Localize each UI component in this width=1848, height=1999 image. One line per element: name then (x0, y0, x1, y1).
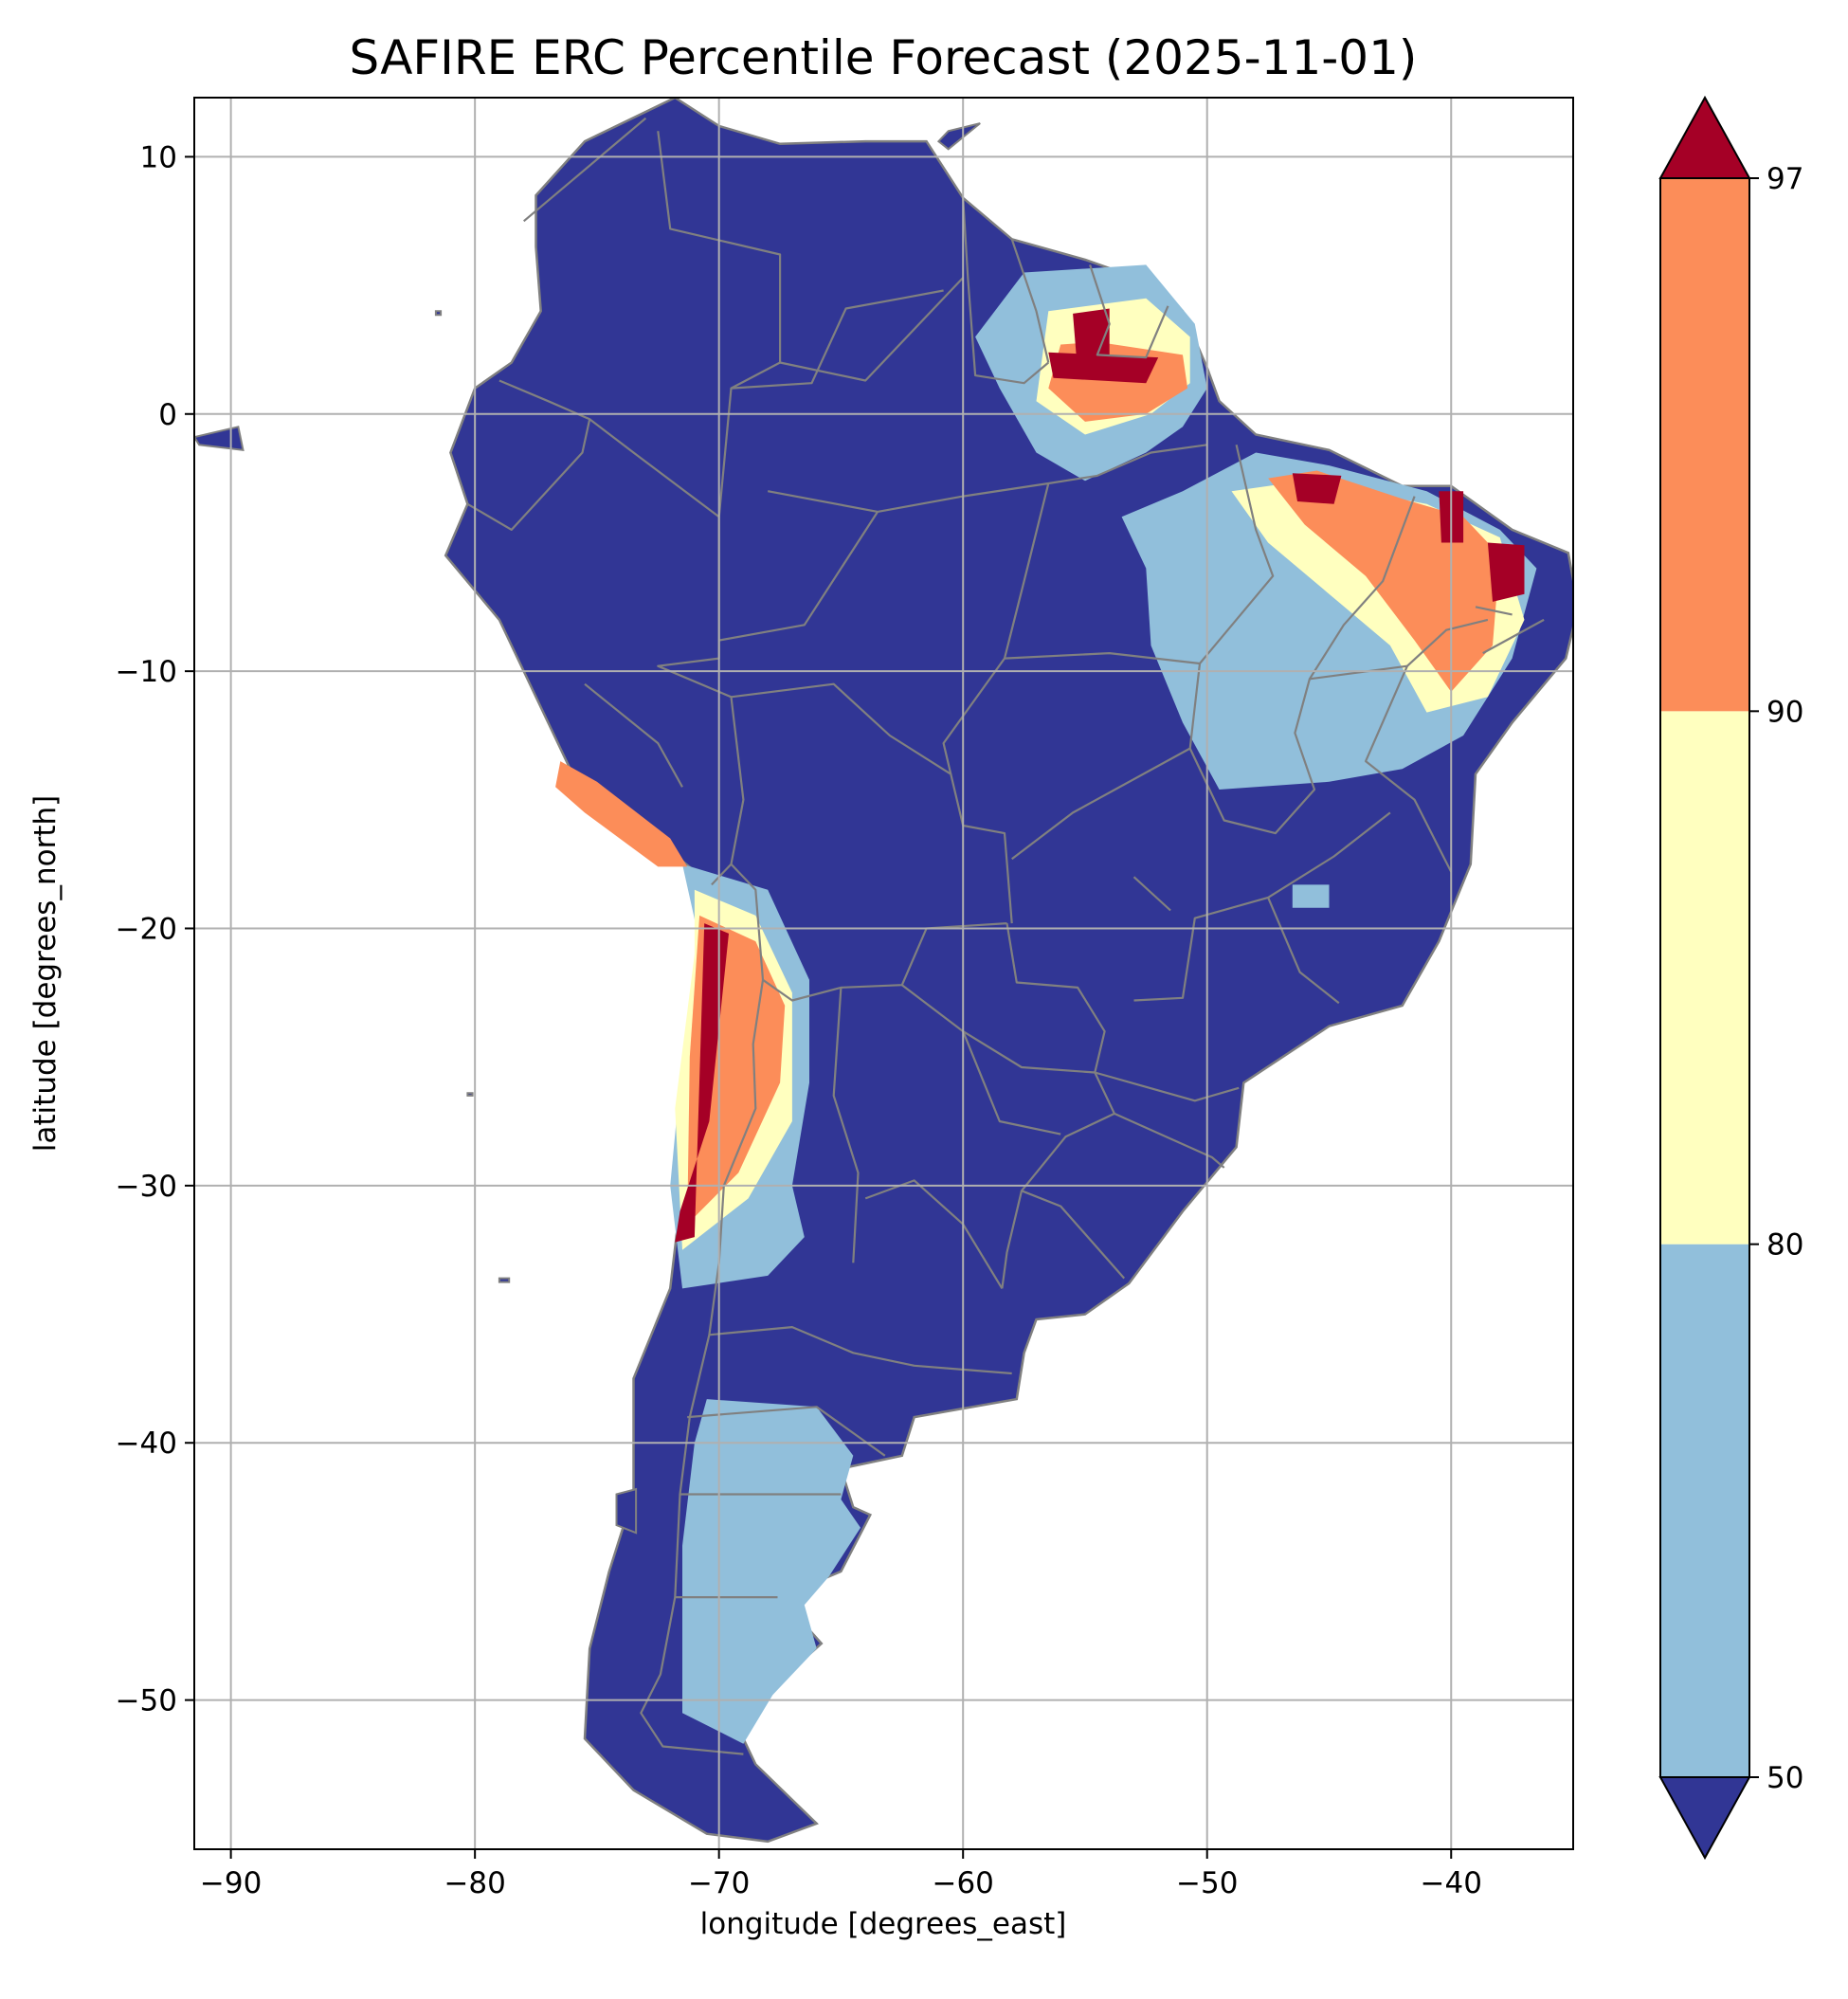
border-line-36 (718, 511, 879, 642)
border-line-28 (1267, 897, 1340, 1005)
border-line-33 (1475, 606, 1513, 616)
percentile-region-3 (1292, 473, 1342, 504)
y-tick-label: −50 (116, 1684, 177, 1718)
border-line-16 (864, 1179, 1004, 1289)
x-tick-label: −90 (200, 1866, 262, 1900)
plot-area (194, 98, 1573, 1849)
border-line-9 (730, 863, 1007, 1002)
x-tick-label: −40 (1421, 1866, 1482, 1900)
colorbar-tick-label: 97 (1766, 162, 1803, 196)
gridlines (194, 98, 1573, 1849)
border-line-13 (1021, 1190, 1126, 1280)
colorbar: 50 80 90 97 (1658, 95, 1803, 1861)
island-1 (466, 1092, 474, 1097)
x-axis-ticks: −90 −80 −70 −60 −50 −40 (200, 1849, 1482, 1900)
colorbar-segment-2 (1660, 178, 1749, 712)
islands (194, 122, 981, 1535)
border-line-0 (522, 117, 647, 223)
y-axis-ticks: 10 0 −10 −20 −30 −40 −50 (116, 140, 194, 1718)
border-line-35 (584, 682, 683, 788)
colorbar-tick-label: 90 (1766, 695, 1803, 729)
y-tick-label: 10 (140, 140, 177, 174)
percentile-region-17 (1292, 884, 1330, 908)
border-line-37 (731, 289, 944, 390)
x-tick-label: −80 (444, 1866, 505, 1900)
border-line-14 (962, 1030, 1061, 1136)
border-line-5 (466, 379, 591, 532)
border-line-29 (1011, 747, 1191, 861)
border-line-30 (1132, 876, 1171, 912)
y-tick-label: 0 (158, 398, 177, 432)
y-tick-label: −20 (116, 913, 177, 947)
percentile-region-10 (1048, 352, 1159, 384)
percentile-region-15 (555, 761, 688, 867)
border-line-18 (687, 1406, 886, 1457)
y-tick-label: −10 (116, 655, 177, 689)
colorbar-tick-label: 50 (1766, 1761, 1803, 1795)
border-line-27 (1133, 811, 1391, 1002)
border-line-3 (1010, 238, 1050, 363)
border-line-6 (589, 418, 745, 886)
colorbar-frame (1659, 177, 1750, 1778)
border-line-15 (832, 987, 860, 1263)
border-line-4 (1089, 264, 1169, 359)
percentile-region-16 (682, 1399, 861, 1744)
percentile-regions (555, 264, 1537, 1744)
border-line-1 (657, 131, 964, 382)
map-title: SAFIRE ERC Percentile Forecast (2025-11-… (350, 30, 1418, 85)
border-line-32 (1114, 1112, 1225, 1169)
x-tick-label: −60 (932, 1866, 993, 1900)
border-line-25 (1309, 618, 1489, 681)
border-line-34 (1482, 618, 1545, 655)
percentile-region-5 (1487, 542, 1525, 602)
x-axis-label: longitude [degrees_east] (700, 1907, 1067, 1941)
colorbar-segment-1 (1660, 711, 1749, 1245)
colorbar-extend-min (1658, 1776, 1751, 1861)
border-line-26 (1364, 665, 1453, 873)
country-state-borders (466, 117, 1545, 1755)
border-line-12 (1001, 1072, 1116, 1289)
border-line-31 (1095, 1071, 1240, 1102)
percentile-region-14 (675, 923, 729, 1243)
border-line-23 (1004, 445, 1275, 665)
y-tick-label: −40 (116, 1427, 177, 1461)
x-tick-label: −50 (1176, 1866, 1238, 1900)
y-tick-label: −30 (116, 1170, 177, 1204)
colorbar-tick-label: 80 (1766, 1228, 1803, 1263)
x-tick-label: −70 (688, 1866, 750, 1900)
island-2 (498, 1277, 511, 1283)
colorbar-extend-max (1658, 95, 1751, 179)
island-5 (936, 122, 981, 151)
y-axis-label: latitude [degrees_north] (28, 795, 63, 1152)
border-line-2 (962, 197, 1050, 385)
colorbar-segment-0 (1660, 1244, 1749, 1777)
border-line-11 (901, 922, 1106, 1074)
plot-frame (193, 97, 1574, 1850)
island-3 (434, 310, 443, 317)
border-line-17 (709, 1325, 1012, 1375)
island-4 (615, 1487, 638, 1535)
